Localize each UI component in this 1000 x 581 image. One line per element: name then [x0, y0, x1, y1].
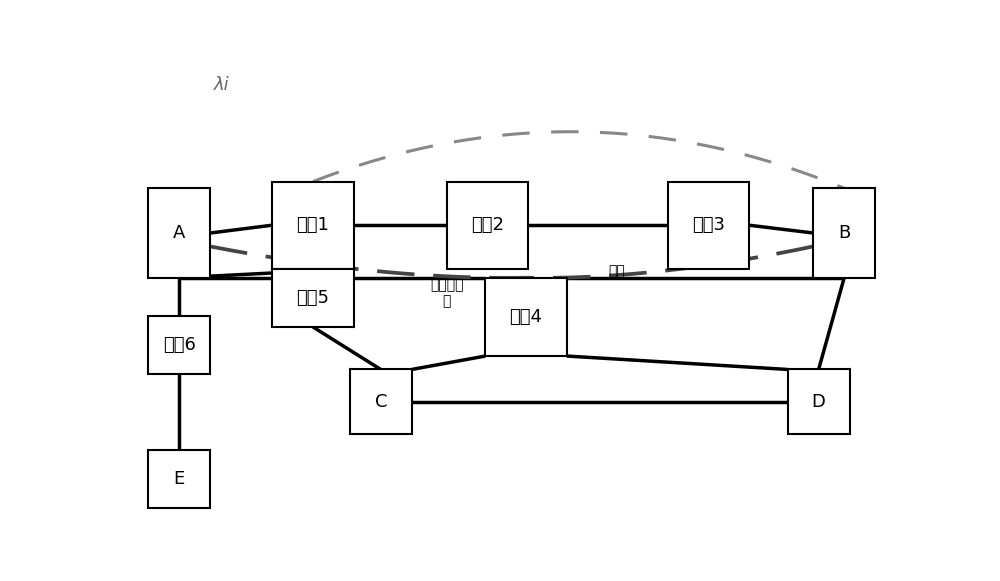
FancyBboxPatch shape [485, 278, 567, 356]
Text: 中继6: 中继6 [163, 336, 196, 354]
FancyBboxPatch shape [668, 181, 749, 269]
FancyBboxPatch shape [813, 188, 875, 278]
Text: A: A [173, 224, 185, 242]
FancyBboxPatch shape [148, 188, 210, 278]
FancyBboxPatch shape [350, 370, 412, 435]
FancyBboxPatch shape [272, 181, 354, 269]
Text: λi: λi [214, 76, 230, 94]
FancyBboxPatch shape [788, 370, 850, 435]
FancyBboxPatch shape [148, 450, 210, 508]
Text: 中继4: 中继4 [510, 308, 543, 326]
FancyBboxPatch shape [148, 316, 210, 374]
Text: C: C [374, 393, 387, 411]
Text: 中继3: 中继3 [692, 216, 725, 234]
FancyBboxPatch shape [447, 181, 528, 269]
Text: 平均度越
限: 平均度越 限 [430, 278, 463, 308]
Text: D: D [812, 393, 826, 411]
Text: 中继2: 中继2 [471, 216, 504, 234]
FancyBboxPatch shape [272, 269, 354, 327]
Text: E: E [174, 470, 185, 488]
Text: B: B [838, 224, 850, 242]
Text: 中继5: 中继5 [296, 289, 329, 307]
Text: 中继1: 中继1 [296, 216, 329, 234]
Text: 倒换: 倒换 [609, 264, 626, 278]
